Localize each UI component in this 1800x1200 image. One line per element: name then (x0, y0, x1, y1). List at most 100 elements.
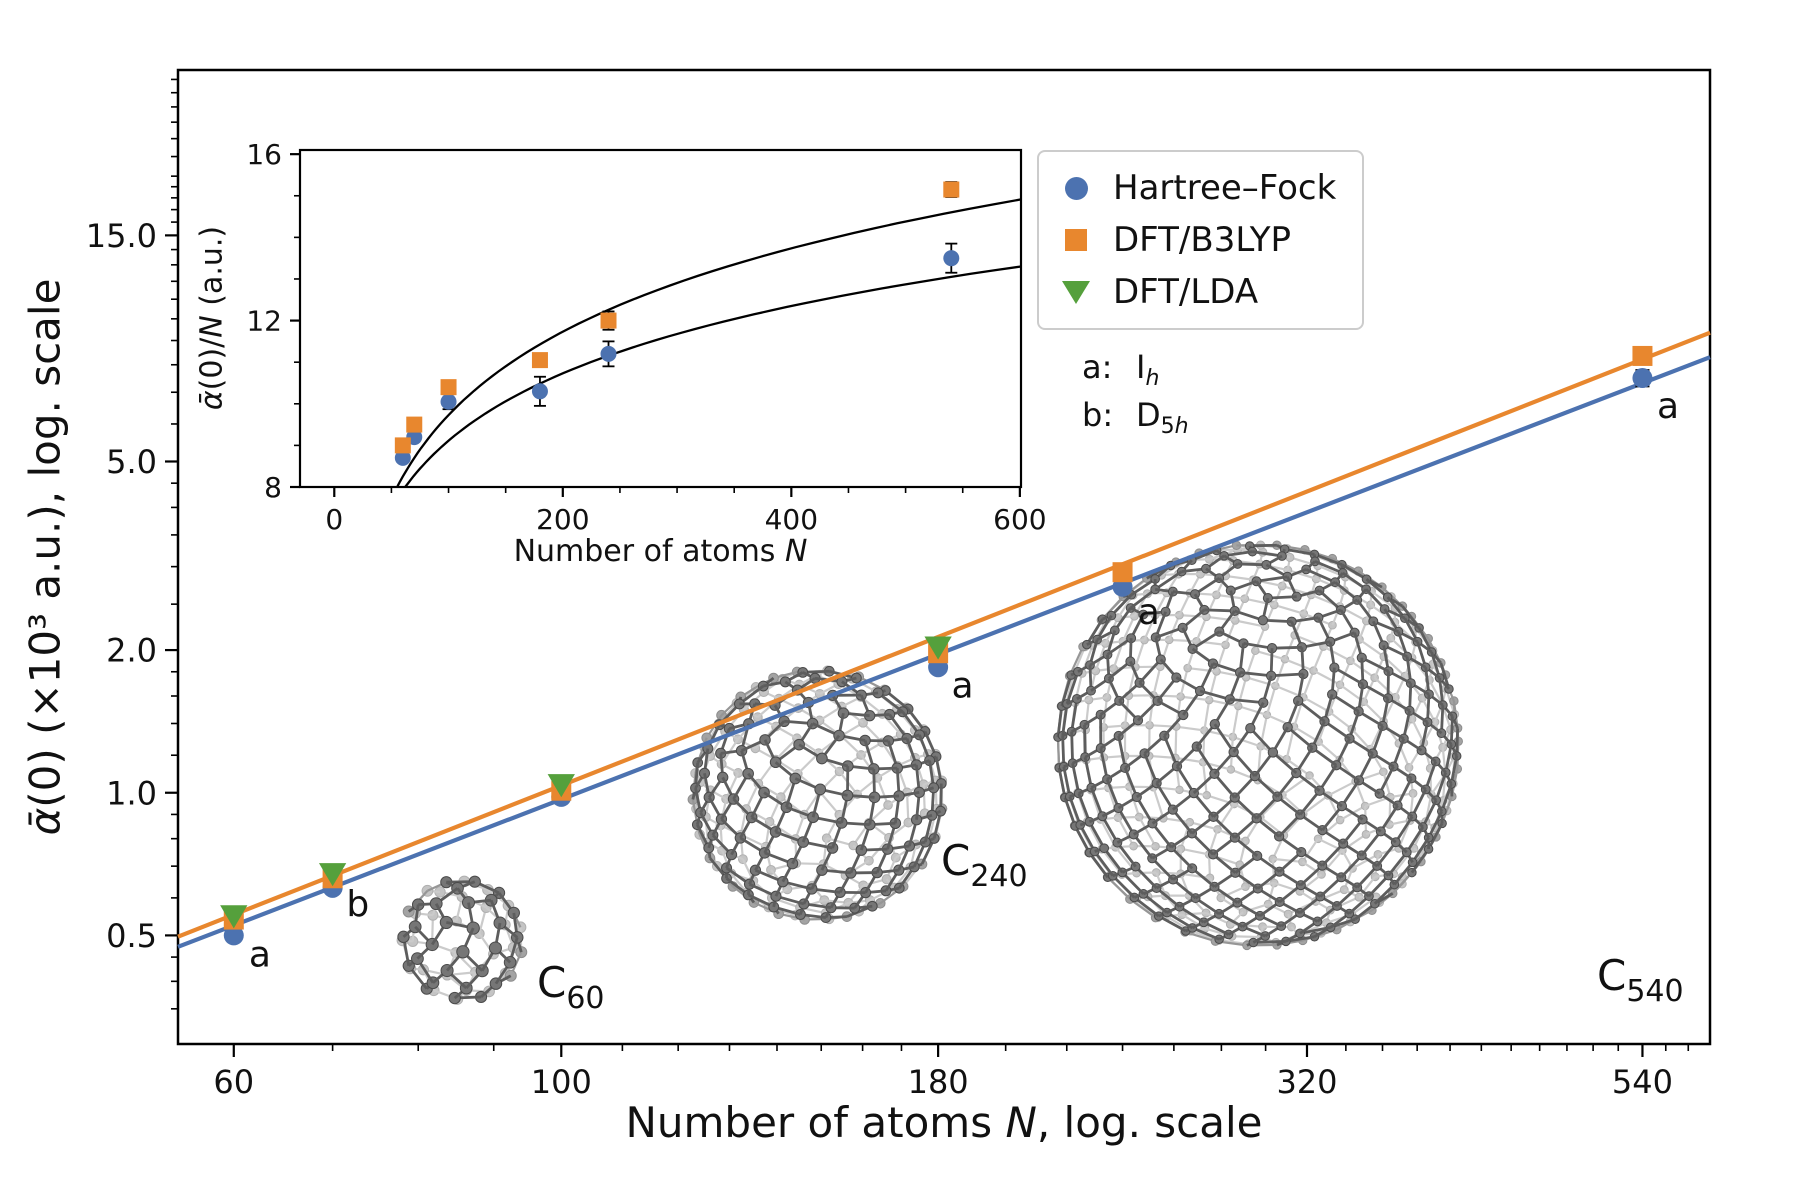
bond (1206, 615, 1236, 622)
inset-data-points (394, 181, 960, 466)
bond (1370, 590, 1396, 610)
atom (786, 857, 799, 870)
bond (1328, 710, 1353, 730)
bond (1153, 694, 1181, 698)
bond (1312, 646, 1325, 672)
bond (1434, 771, 1448, 801)
bond (1244, 597, 1275, 606)
bond (1396, 777, 1413, 807)
main-y-axis-label: ᾱ(0) (×10³ a.u.), log. scale (20, 278, 70, 836)
bond (1302, 670, 1315, 698)
bond (1070, 731, 1074, 764)
bond (1107, 876, 1131, 900)
c540-label: C540 (1597, 951, 1684, 1010)
bond (1121, 615, 1136, 642)
fit-line (177, 330, 1711, 939)
bond (1256, 575, 1288, 583)
bond (1133, 896, 1160, 918)
bond (1376, 841, 1397, 867)
bond (1411, 788, 1428, 818)
bond (1286, 726, 1314, 749)
bond (1232, 735, 1261, 748)
atom (456, 945, 470, 959)
bond (1229, 697, 1264, 705)
bond (1083, 724, 1087, 758)
bond (1362, 677, 1376, 703)
inset-x-axis-label: Number of atoms N (513, 534, 808, 569)
data-point-dft-b3lyp (1112, 562, 1133, 583)
inset-frame (298, 148, 1023, 489)
c240-label: C240 (941, 836, 1028, 895)
inset-y-tick-label: 12 (246, 305, 282, 338)
circle-marker-icon (1064, 176, 1088, 200)
main-axes: 60 100 180 320 540 0.5 1.0 2.0 5.0 15.0 (86, 68, 1712, 1101)
atom (1099, 843, 1110, 854)
bond (1057, 767, 1067, 798)
bond (1056, 737, 1061, 768)
bond (1138, 816, 1157, 847)
bond (1305, 568, 1336, 584)
bond (1405, 826, 1425, 854)
bond (1180, 872, 1211, 879)
bond (1121, 871, 1145, 895)
bond (1299, 925, 1331, 935)
bond (1169, 638, 1197, 643)
bond (1143, 614, 1157, 641)
bond (1327, 795, 1342, 821)
bond (1441, 796, 1453, 824)
inset-point-dft-b3lyp (440, 379, 457, 396)
bond (1308, 774, 1329, 797)
bond (1128, 786, 1141, 818)
bond (1155, 782, 1175, 811)
legend-label: Hartree–Fock (1113, 168, 1337, 208)
c60-label: C60 (537, 958, 605, 1017)
bond (1265, 685, 1277, 716)
bond (1215, 644, 1227, 672)
bond (1255, 649, 1286, 661)
main-y-tick-label: 5.0 (106, 443, 157, 481)
inset-point-dft-b3lyp (406, 416, 423, 433)
inset-point-dft-b3lyp (394, 437, 411, 454)
bond (1152, 666, 1162, 696)
bond (1427, 822, 1444, 850)
bond (1068, 796, 1082, 826)
data-point-dft-b3lyp (1632, 345, 1653, 366)
bond (1321, 805, 1344, 831)
atom (1258, 697, 1269, 708)
bond (1312, 669, 1341, 686)
point-label-a: a (952, 665, 974, 706)
inset-point-dft-b3lyp (531, 352, 548, 369)
bond (876, 777, 890, 806)
inset-point-hartree-fock (600, 345, 617, 362)
legend-item-dft-lda: DFT/LDA (1061, 266, 1336, 318)
atom (816, 752, 828, 765)
legend: Hartree–Fock DFT/B3LYP DFT/LDA (1037, 150, 1365, 330)
point-label-a: a (1138, 592, 1160, 633)
bond (1191, 926, 1220, 941)
bond (1061, 735, 1066, 767)
bond (1093, 850, 1114, 877)
bond (1351, 853, 1379, 870)
inset-point-dft-b3lyp (600, 312, 617, 329)
bond (1284, 547, 1315, 556)
bond (1154, 570, 1183, 591)
atom (1267, 747, 1279, 758)
bond (1237, 705, 1268, 716)
bond (905, 792, 910, 823)
bond (1249, 727, 1274, 754)
bond (1317, 819, 1341, 840)
bond (1293, 725, 1320, 743)
c60-molecule (396, 875, 528, 1005)
bond (1116, 841, 1137, 868)
point-label-a: a (249, 934, 271, 975)
bond (1253, 939, 1286, 944)
bond (1322, 645, 1351, 662)
legend-item-hartree-fock: Hartree–Fock (1061, 162, 1336, 214)
bond (1179, 614, 1207, 618)
data-point-hartree-fock (1632, 368, 1653, 389)
bond (775, 737, 798, 761)
bond (1184, 930, 1216, 943)
inset-y-axis-label: ᾱ(0)/N (a.u.) (194, 225, 230, 411)
